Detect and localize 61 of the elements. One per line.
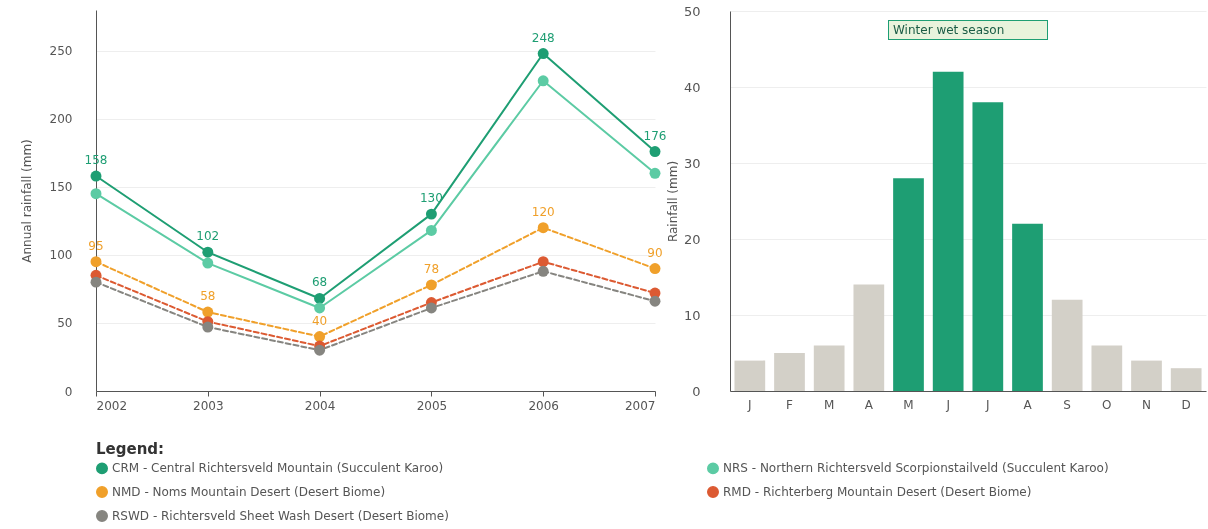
- legend-label: CRM - Central Richtersveld Mountain (Succulent Karoo): [112, 461, 444, 476]
- x-tick-label: 2002: [96, 398, 128, 413]
- bar: [972, 102, 1004, 391]
- data-label: 40: [311, 313, 328, 328]
- y-axis-title: Annual rainfall (mm): [19, 139, 34, 263]
- y-tick-label: 0: [692, 383, 701, 399]
- bar: [813, 345, 845, 391]
- y-tick-label: 50: [683, 3, 701, 19]
- note-box: Winter wet season: [888, 20, 1048, 40]
- data-label: 176: [643, 128, 667, 143]
- x-tick-label: F: [786, 397, 794, 412]
- data-label: 68: [311, 275, 328, 290]
- data-label: 130: [419, 191, 443, 206]
- legend-label: RSWD - Richtersveld Sheet Wash Desert (Desert Biome): [112, 509, 449, 523]
- x-tick-label: S: [1063, 397, 1071, 412]
- x-tick-label: J: [747, 397, 752, 412]
- legend-title: Legend:: [96, 440, 165, 458]
- x-tick-label: 2004: [304, 398, 336, 413]
- data-label: 90: [647, 245, 663, 260]
- data-label: 102: [196, 229, 220, 244]
- y-tick-label: 20: [683, 231, 701, 247]
- x-tick-label: J: [945, 397, 950, 412]
- y-tick-label: 40: [683, 79, 701, 95]
- x-tick-label: A: [1023, 397, 1033, 412]
- bar: [734, 360, 766, 391]
- bar: [1170, 368, 1202, 391]
- bar: [1091, 345, 1123, 391]
- y-tick-label: 200: [49, 112, 73, 127]
- y-axis-title: Rainfall (mm): [665, 160, 680, 243]
- x-tick-label: J: [985, 397, 990, 412]
- x-tick-label: 2005: [416, 398, 448, 413]
- x-tick-label: M: [823, 397, 835, 412]
- bar: [893, 178, 924, 391]
- y-tick-label: 0: [64, 384, 73, 399]
- bar: [853, 284, 885, 391]
- x-tick-label: M: [903, 397, 914, 412]
- y-tick-label: 250: [49, 44, 73, 59]
- bar: [1131, 360, 1162, 391]
- x-tick-label: 2007: [624, 398, 656, 413]
- data-label: 120: [531, 204, 555, 219]
- legend-label: RMD - Richterberg Mountain Desert (Desert Biome): [723, 485, 1032, 499]
- bar: [932, 71, 964, 391]
- legend-label: NMD - Noms Mountain Desert (Desert Biome): [112, 485, 386, 499]
- bar: [1012, 223, 1043, 391]
- y-tick-label: 150: [49, 180, 73, 195]
- bar: [774, 353, 805, 391]
- x-tick-label: O: [1102, 397, 1112, 412]
- y-tick-label: 100: [49, 248, 73, 263]
- y-tick-label: 50: [57, 316, 73, 331]
- data-label: 58: [200, 289, 216, 304]
- x-tick-label: N: [1142, 397, 1151, 412]
- legend-label: NRS - Northern Richtersveld Scorpionstailveld (Succulent Karoo): [723, 461, 1109, 476]
- bar: [1051, 299, 1083, 391]
- y-tick-label: 30: [683, 155, 701, 171]
- y-tick-label: 10: [683, 307, 701, 323]
- x-tick-label: 2003: [193, 398, 224, 413]
- data-label: 78: [423, 261, 440, 276]
- x-tick-label: A: [864, 397, 874, 412]
- data-label: 248: [531, 30, 555, 45]
- x-tick-label: D: [1181, 397, 1191, 412]
- x-tick-label: 2006: [528, 398, 559, 413]
